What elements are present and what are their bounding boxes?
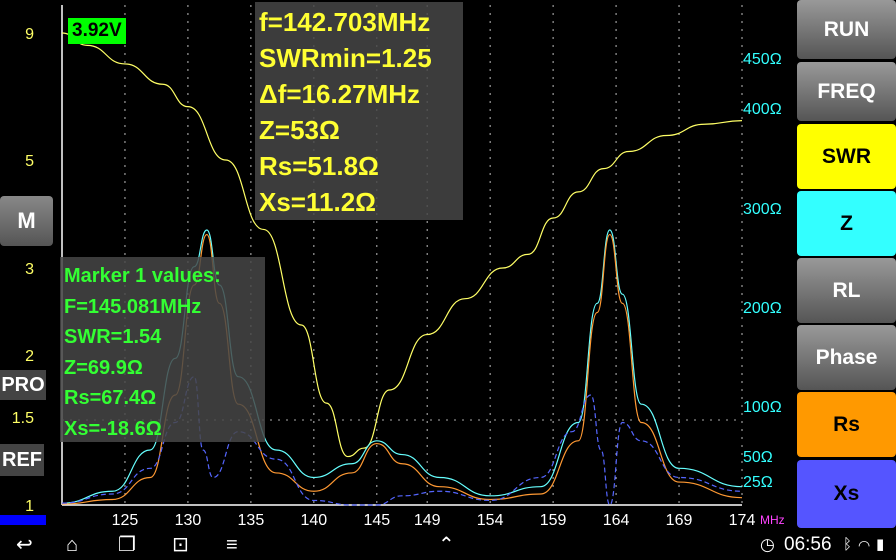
y-left-tick-label: 1	[25, 498, 34, 515]
system-navbar: ↩ ⌂ ❐ ⊡ ≡ ⌃ ◷ 06:56 ᛒ ◠ ▮	[0, 530, 896, 560]
x-tick-label: 145	[363, 512, 390, 529]
readout-panel: f=142.703MHz SWRmin=1.25 Δf=16.27MHz Z=5…	[255, 2, 463, 220]
marker-frequency: F=145.081MHz	[64, 295, 202, 318]
rs-button[interactable]: Rs	[797, 392, 896, 457]
screenshot-icon[interactable]: ⊡	[172, 534, 189, 556]
y-right-tick-label: 450Ω	[743, 51, 782, 68]
y-right-tick-label: 200Ω	[743, 300, 782, 317]
x-tick-label: 140	[301, 512, 328, 529]
alarm-icon: ◷	[760, 535, 775, 554]
y-right-tick-label: 100Ω	[743, 399, 782, 416]
y-left-tick-label: 5	[25, 153, 34, 170]
marker-swr: SWR=1.54	[64, 326, 162, 348]
series-line-swr	[61, 32, 743, 458]
readout-line-xs: Xs=11.2Ω	[259, 187, 376, 217]
y-right-tick-label: 400Ω	[743, 101, 782, 118]
freq-button[interactable]: FREQ	[797, 62, 896, 121]
marker-rs: Rs=67.4Ω	[64, 387, 157, 409]
readout-line-delta-f: Δf=16.27MHz	[259, 79, 421, 109]
readout-line-frequency: f=142.703MHz	[259, 7, 431, 37]
readout-line-rs: Rs=51.8Ω	[259, 151, 379, 181]
chevron-up-icon[interactable]: ⌃	[438, 534, 455, 556]
x-tick-label: 125	[112, 512, 139, 529]
swr-button[interactable]: SWR	[797, 124, 896, 189]
status-time: 06:56	[784, 534, 832, 555]
readout-line-swrmin: SWRmin=1.25	[259, 43, 432, 73]
bluetooth-icon: ᛒ	[843, 536, 853, 553]
voltage-badge: 3.92V	[68, 18, 126, 44]
marker-button[interactable]: M	[0, 196, 53, 246]
y-left-tick-label: 3	[25, 261, 34, 278]
z-button[interactable]: Z	[797, 191, 896, 256]
battery-icon: ▮	[876, 536, 885, 553]
marker-title: Marker 1 values:	[64, 265, 221, 287]
x-tick-label: 130	[175, 512, 202, 529]
x-unit-label: MHz	[760, 513, 785, 527]
home-icon[interactable]: ⌂	[66, 534, 79, 556]
x-tick-label: 159	[540, 512, 567, 529]
marker-xs: Xs=-18.6Ω	[64, 417, 162, 440]
readout-line-z: Z=53Ω	[259, 115, 340, 145]
y-right-tick-label: 300Ω	[743, 201, 782, 218]
pro-button[interactable]: PRO	[0, 370, 46, 400]
y-left-tick-label: 2	[25, 348, 34, 365]
y-left-tick-label: 9	[25, 26, 34, 43]
y-right-tick-label: 25Ω	[743, 474, 773, 491]
back-icon[interactable]: ↩	[16, 534, 33, 556]
menu-icon[interactable]: ≡	[226, 534, 238, 556]
rl-button[interactable]: RL	[797, 258, 896, 323]
marker-panel: Marker 1 values: F=145.081MHz SWR=1.54 Z…	[60, 257, 265, 442]
x-tick-label: 174	[729, 512, 756, 529]
wifi-icon: ◠	[858, 537, 871, 553]
xs-button[interactable]: Xs	[797, 460, 896, 528]
phase-button[interactable]: Phase	[797, 325, 896, 390]
y-left-tick-label: 1.5	[12, 410, 34, 427]
recent-apps-icon[interactable]: ❐	[118, 534, 136, 556]
x-tick-label: 169	[666, 512, 693, 529]
x-tick-label: 154	[477, 512, 504, 529]
run-button[interactable]: RUN	[797, 0, 896, 59]
y-right-tick-label: 50Ω	[743, 449, 773, 466]
progress-indicator	[0, 515, 46, 525]
ref-button[interactable]: REF	[0, 444, 44, 476]
x-tick-label: 149	[414, 512, 441, 529]
x-tick-label: 164	[603, 512, 630, 529]
marker-z: Z=69.9Ω	[64, 356, 143, 379]
x-tick-label: 135	[238, 512, 265, 529]
